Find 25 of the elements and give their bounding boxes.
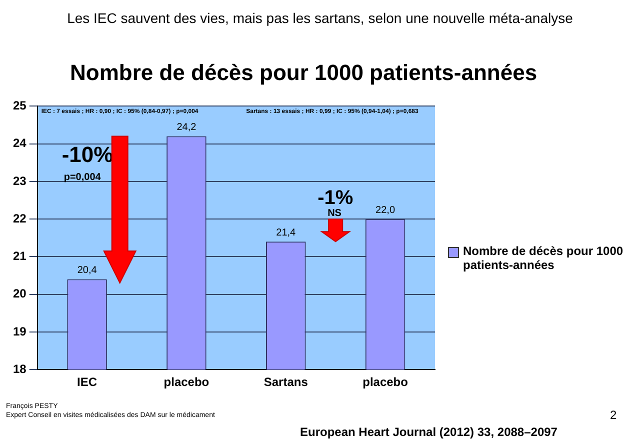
x-tick-label: Sartans xyxy=(264,375,308,390)
y-tick-label: 23 xyxy=(12,174,27,188)
y-tick-label: 19 xyxy=(12,324,27,338)
chart-title: Nombre de décès pour 1000 patients-années xyxy=(70,60,538,86)
y-tick-label: 25 xyxy=(12,98,27,113)
data-label: 21,4 xyxy=(276,227,296,238)
text: European Heart Journal (2012) 33, 2088–2097 xyxy=(300,425,558,439)
data-label: 24,2 xyxy=(176,122,197,134)
annotation: p=0,004 xyxy=(64,172,101,184)
data-label: 22,0 xyxy=(376,204,396,216)
annotation: NS xyxy=(328,208,342,219)
annotation: -1% xyxy=(318,187,354,210)
y-tick-label: 18 xyxy=(12,362,27,376)
text: 2 xyxy=(610,408,617,422)
data-label: 20,4 xyxy=(77,265,98,276)
x-tick-label: IEC xyxy=(77,375,98,390)
legend-label: Nombre de décès pour 1000 patients-années xyxy=(463,244,624,272)
x-tick-label: placebo xyxy=(164,375,210,390)
y-tick-label: 21 xyxy=(12,249,27,264)
y-tick-label: 22 xyxy=(12,211,27,226)
y-tick-label: 20 xyxy=(12,286,27,301)
annotation: -10% xyxy=(62,142,114,168)
y-tick-label: 24 xyxy=(12,136,27,150)
x-tick-label: placebo xyxy=(362,375,408,390)
chart-subtitle: Les IEC sauvent des vies, mais pas les sartans, selon une nouvelle méta-analyse xyxy=(66,10,574,26)
